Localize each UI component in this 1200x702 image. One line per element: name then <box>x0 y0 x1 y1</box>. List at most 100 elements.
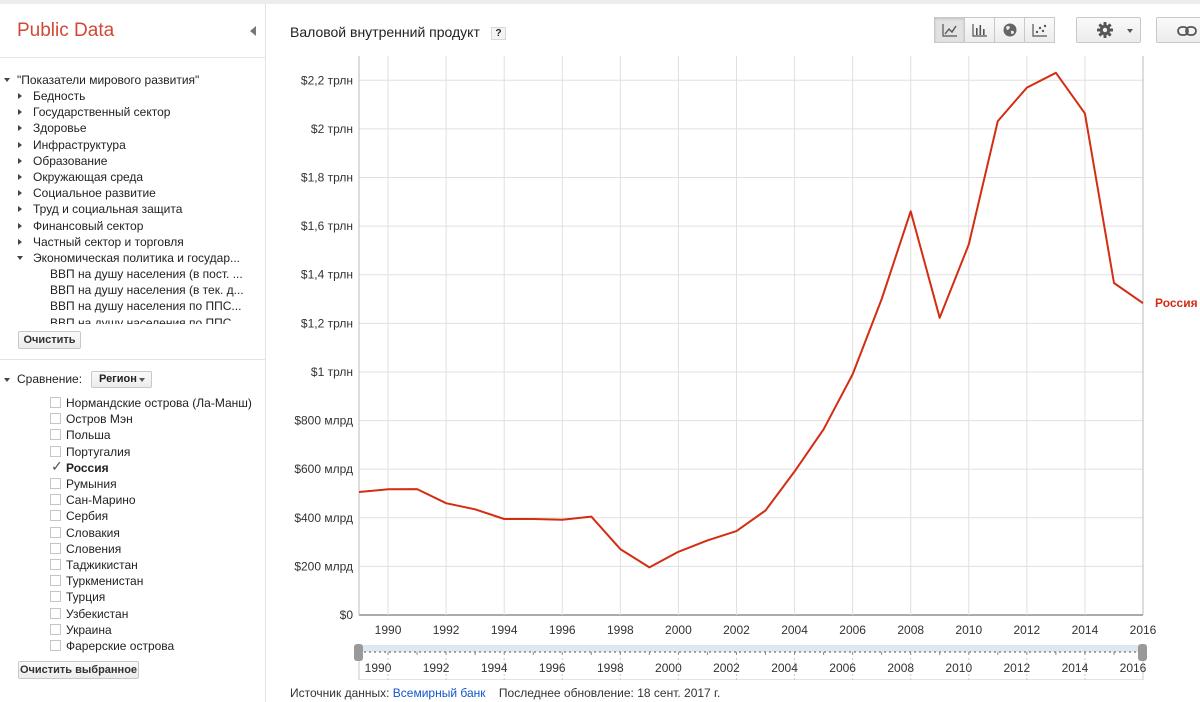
tree-topic[interactable]: Здоровье <box>17 120 257 136</box>
clear-button[interactable]: Очистить <box>18 331 81 349</box>
tree-subitem[interactable]: ВВП на душу населения (в пост. ... <box>50 267 243 281</box>
tree-topic[interactable]: Инфраструктура <box>17 137 257 153</box>
scatter-chart-icon <box>1031 24 1047 37</box>
range-label: 2000 <box>655 661 682 675</box>
tree-topic[interactable]: Государственный сектор <box>17 104 257 120</box>
tree-topic[interactable]: Социальное развитие <box>17 185 257 201</box>
y-tick-label: $200 млрд <box>294 559 353 573</box>
region-dropdown-value: Регион <box>99 373 137 385</box>
tree-topic-label: Социальное развитие <box>33 186 156 201</box>
country-label: Турция <box>66 590 106 605</box>
tree-topic-label: Здоровье <box>33 121 87 136</box>
country-label: Фарерские острова <box>66 639 175 653</box>
x-tick-label: 1990 <box>375 623 402 637</box>
expand-right-icon <box>18 141 22 148</box>
x-tick-label: 1996 <box>549 623 576 637</box>
range-label: 1992 <box>423 661 450 675</box>
comparison-expand-icon[interactable] <box>4 378 10 382</box>
footer: Источник данных: Всемирный банк Последне… <box>290 686 720 700</box>
scatter-chart-button[interactable] <box>1024 17 1055 43</box>
country-checkbox[interactable] <box>50 510 61 522</box>
expand-right-icon <box>18 93 22 99</box>
expand-right-icon <box>18 125 22 132</box>
tree-root[interactable]: "Показатели мирового развития" <box>4 72 254 88</box>
x-tick-label: 2016 <box>1130 623 1157 637</box>
tree-root-label: "Показатели мирового развития" <box>17 73 200 87</box>
range-selected-band <box>359 646 1143 652</box>
y-tick-label: $1,6 трлн <box>301 219 353 233</box>
x-tick-label: 2014 <box>1072 623 1099 637</box>
clear-selected-button[interactable]: Очистить выбранное <box>18 661 139 679</box>
x-tick-label: 1998 <box>607 623 634 637</box>
expand-right-icon <box>18 174 22 180</box>
line-chart-icon <box>941 24 957 37</box>
tree-subitem[interactable]: ВВП на душу населения по ППС... <box>50 315 242 324</box>
country-checkbox[interactable] <box>50 542 61 554</box>
settings-menu-button[interactable] <box>1076 17 1141 43</box>
help-icon[interactable]: ? <box>491 27 506 40</box>
tree-topic-label: Труд и социальная защита <box>33 202 183 217</box>
region-dropdown[interactable]: Регион <box>91 371 152 388</box>
bar-chart-button[interactable] <box>964 17 995 43</box>
country-checkbox[interactable] <box>50 478 61 489</box>
range-label: 2002 <box>713 661 740 675</box>
tree-topic[interactable]: Финансовый сектор <box>17 218 257 234</box>
y-tick-label: $1,4 трлн <box>301 268 353 282</box>
country-checkbox[interactable] <box>50 623 61 635</box>
expand-right-icon <box>18 206 22 213</box>
country-label: Узбекистан <box>66 606 129 621</box>
y-tick-label: $2,2 трлн <box>301 73 353 87</box>
range-handle-left[interactable] <box>354 644 363 661</box>
expand-right-icon <box>18 222 22 229</box>
series-line-russia[interactable] <box>358 71 1144 569</box>
country-checkbox[interactable] <box>50 445 61 457</box>
link-button[interactable] <box>1156 17 1200 43</box>
country-label: Сан-Марино <box>66 493 136 508</box>
y-tick-label: $0 <box>340 608 354 622</box>
country-checkbox[interactable] <box>50 526 61 538</box>
country-label: Словакия <box>66 525 120 540</box>
country-checkbox[interactable] <box>50 640 61 651</box>
country-checkbox[interactable] <box>50 429 61 441</box>
expand-right-icon <box>18 190 22 197</box>
chevron-down-icon <box>1127 29 1133 33</box>
brand-title[interactable]: Public Data <box>17 20 115 41</box>
country-checkbox[interactable] <box>50 397 61 408</box>
country-label: Польша <box>66 428 111 443</box>
range-label: 1998 <box>597 661 624 675</box>
country-label: Словения <box>66 541 122 556</box>
chevron-down-icon <box>139 378 145 382</box>
tree-topic[interactable]: Труд и социальная защита <box>17 201 257 217</box>
tree-subitem[interactable]: ВВП на душу населения (в тек. д... <box>50 283 244 298</box>
country-checkbox[interactable] <box>50 607 61 619</box>
country-checkbox[interactable] <box>50 591 61 603</box>
source-link[interactable]: Всемирный банк <box>392 686 486 700</box>
tree-topic[interactable]: Экономическая политика и государ... <box>17 250 257 266</box>
tree-topic[interactable]: Окружающая среда <box>17 169 257 185</box>
tree-topic-label: Частный сектор и торговля <box>33 234 184 249</box>
country-checkbox[interactable] <box>50 575 61 587</box>
tree-topic[interactable]: Частный сектор и торговля <box>17 234 257 250</box>
tree-subitem[interactable]: ВВП на душу населения по ППС... <box>50 299 242 314</box>
y-tick-label: $1,2 трлн <box>301 316 353 330</box>
range-handle-right[interactable] <box>1138 644 1147 661</box>
range-label: 1990 <box>365 661 392 675</box>
tree-topic[interactable]: Образование <box>17 153 257 169</box>
country-checkbox[interactable] <box>50 494 61 506</box>
chart-title: Валовой внутренний продукт <box>290 24 480 40</box>
link-icon <box>1177 26 1197 36</box>
country-checkbox[interactable] <box>50 559 61 570</box>
collapse-sidebar-icon[interactable] <box>250 26 256 36</box>
series-label: Россия <box>1155 296 1198 310</box>
tree-topic-label: Окружающая среда <box>33 170 144 184</box>
x-tick-label: 2000 <box>665 623 692 637</box>
line-chart-button[interactable] <box>934 17 965 43</box>
country-checkbox[interactable] <box>50 413 61 425</box>
tree-topic[interactable]: Бедность <box>17 88 257 104</box>
country-checkbox[interactable]: ✓ <box>50 458 63 474</box>
map-button[interactable] <box>994 17 1025 43</box>
x-tick-label: 1992 <box>433 623 460 637</box>
tree-topic-label: Образование <box>33 153 108 168</box>
view-switcher <box>934 17 1055 43</box>
range-label: 1994 <box>481 661 508 675</box>
